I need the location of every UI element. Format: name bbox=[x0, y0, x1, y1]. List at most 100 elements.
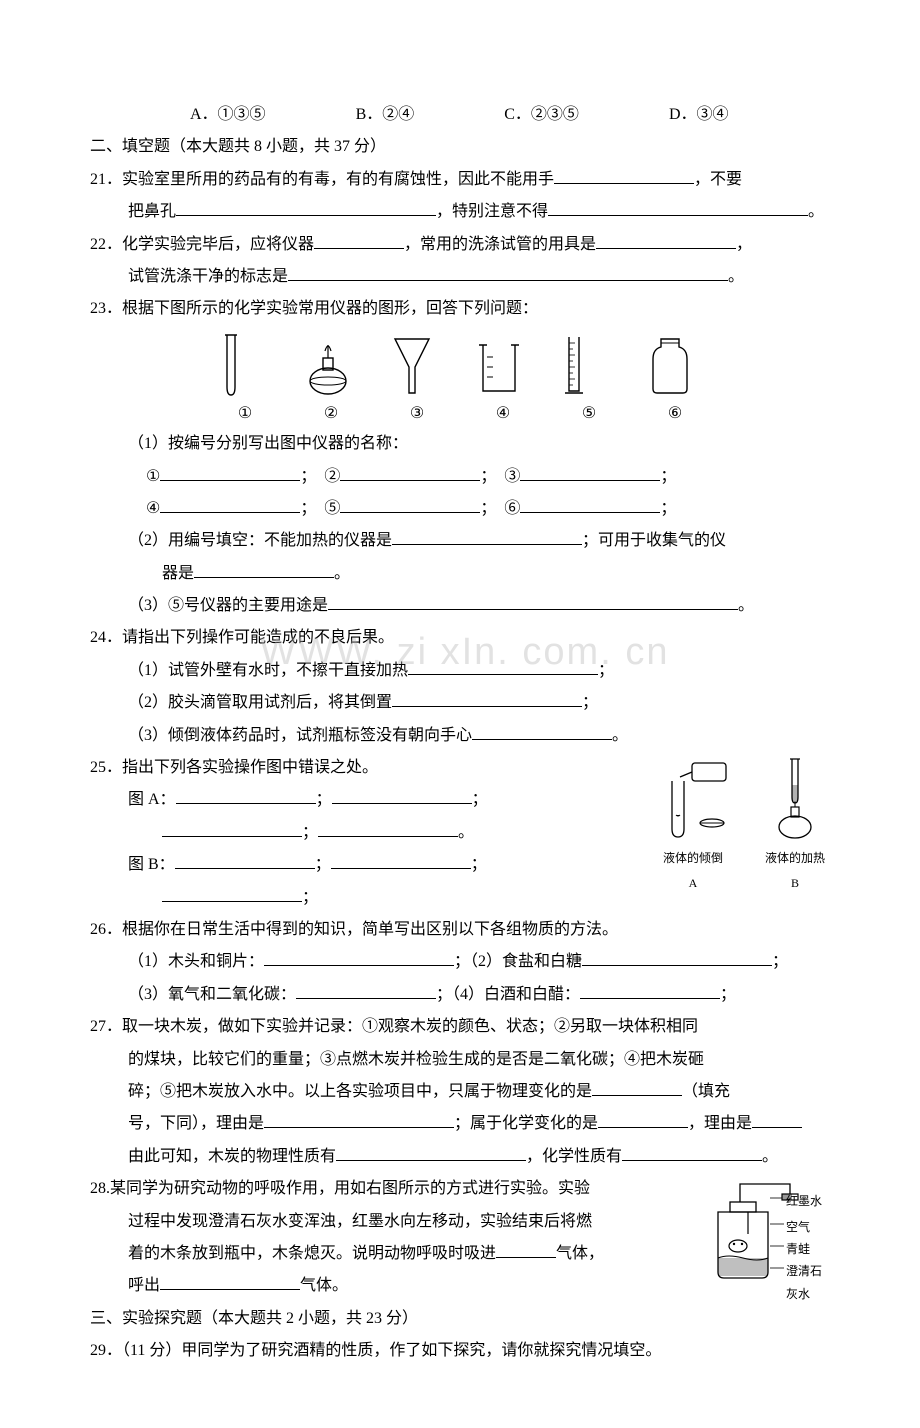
q23-sub2a: （2）用编号填空：不能加热的仪器是；可用于收集气的仪 bbox=[90, 526, 830, 556]
q22-text: ， bbox=[736, 236, 752, 253]
txt: ； bbox=[660, 468, 676, 485]
txt: （1）试管外壁有水时，不擦干直接加热 bbox=[128, 662, 408, 679]
txt: ，化学性质有 bbox=[526, 1148, 622, 1165]
blank bbox=[160, 465, 300, 481]
q20-opt-b: B．②④ bbox=[356, 100, 415, 130]
txt: （2）胶头滴管取用试剂后，将其倒置 bbox=[128, 694, 392, 711]
txt: 图 A： bbox=[128, 791, 176, 808]
q24-s1: （1）试管外壁有水时，不擦干直接加热； bbox=[90, 656, 830, 686]
instrument-3-funnel bbox=[389, 333, 445, 397]
blank bbox=[331, 853, 471, 869]
instrument-6-bottle bbox=[647, 333, 703, 397]
q27-l3: 碎；⑤把木炭放入水中。以上各实验项目中，只属于物理变化的是（填充 bbox=[90, 1077, 830, 1107]
txt: 号，下同），理由是 bbox=[128, 1115, 264, 1132]
q21-text: 把鼻孔 bbox=[128, 203, 176, 220]
blank bbox=[582, 950, 772, 966]
q29-stem: 29．（11 分）甲同学为了研究酒精的性质，作了如下探究，请你就探究情况填空。 bbox=[90, 1336, 830, 1366]
blank bbox=[328, 594, 738, 610]
txt: 。 bbox=[738, 597, 754, 614]
q25-b1: 图 B：；； bbox=[90, 850, 638, 880]
q24-s2: （2）胶头滴管取用试剂后，将其倒置； bbox=[90, 688, 830, 718]
txt: ； bbox=[471, 856, 487, 873]
q22-text: 22．化学实验完毕后，应将仪器 bbox=[90, 236, 314, 253]
figure-heating: 液体的加热 B bbox=[760, 757, 830, 895]
q25-figures: 液体的倾倒 A 液体的加热 B bbox=[652, 753, 830, 895]
q25-a2: ；。 bbox=[90, 818, 638, 848]
q23-sub3: （3）⑤号仪器的主要用途是。 bbox=[90, 591, 830, 621]
q25-stem: 25．指出下列各实验操作图中错误之处。 bbox=[90, 753, 638, 783]
q27-l5: 由此可知，木炭的物理性质有 ，化学性质有 。 bbox=[90, 1142, 830, 1172]
label-air: 空气 bbox=[786, 1216, 810, 1239]
txt: 气体， bbox=[556, 1245, 604, 1262]
instrument-2-alcohol-lamp bbox=[303, 333, 359, 397]
blank bbox=[162, 821, 302, 837]
txt: ；属于化学变化的是 bbox=[454, 1115, 598, 1132]
blank bbox=[340, 497, 480, 513]
blank bbox=[314, 233, 404, 249]
txt: 。 bbox=[334, 565, 350, 582]
blank bbox=[622, 1145, 762, 1161]
label-frog: 青蛙 bbox=[786, 1238, 810, 1261]
section-3-header: 三、实验探究题（本大题共 2 小题，共 23 分） bbox=[90, 1304, 830, 1334]
q20-options: A．①③⑤ B．②④ C．②③⑤ D．③④ bbox=[90, 100, 830, 130]
blank bbox=[264, 1112, 454, 1128]
blank bbox=[592, 1080, 682, 1096]
q23-row2: ④； ⑤； ⑥； bbox=[90, 494, 830, 524]
q22-line2: 试管洗涤干净的标志是。 bbox=[90, 262, 830, 292]
txt: （1）木头和铜片： bbox=[128, 953, 264, 970]
label-5: ⑤ bbox=[561, 399, 617, 429]
txt: （2）用编号填空：不能加热的仪器是 bbox=[128, 532, 392, 549]
q24-s3: （3）倾倒液体药品时，试剂瓶标签没有朝向手心 。 bbox=[90, 721, 830, 751]
q28-figure: 红墨水 空气 青蛙 澄清石灰水 bbox=[700, 1174, 830, 1284]
q23-stem: 23．根据下图所示的化学实验常用仪器的图形，回答下列问题： bbox=[90, 294, 830, 324]
q22-text: ，常用的洗涤试管的用具是 bbox=[404, 236, 596, 253]
q26-stem: 26．根据你在日常生活中得到的知识，简单写出区别以下各组物质的方法。 bbox=[90, 915, 830, 945]
txt: ； ⑥ bbox=[480, 500, 520, 517]
blank bbox=[392, 691, 582, 707]
label-limewater: 澄清石灰水 bbox=[786, 1260, 830, 1306]
q20-opt-c: C．②③⑤ bbox=[504, 100, 579, 130]
section-2-header: 二、填空题（本大题共 8 小题，共 37 分） bbox=[90, 132, 830, 162]
blank bbox=[520, 465, 660, 481]
blank bbox=[580, 983, 720, 999]
blank bbox=[175, 853, 315, 869]
q22-text: 试管洗涤干净的标志是 bbox=[128, 268, 288, 285]
blank bbox=[548, 200, 808, 216]
figure-pouring: 液体的倾倒 A bbox=[652, 757, 734, 895]
label-3: ③ bbox=[389, 399, 445, 429]
blank bbox=[752, 1112, 802, 1128]
q21-text: 21．实验室里所用的药品有的有毒，有的有腐蚀性，因此不能用手 bbox=[90, 171, 554, 188]
blank bbox=[176, 788, 316, 804]
txt: ； ② bbox=[300, 468, 340, 485]
txt: ； ③ bbox=[480, 468, 520, 485]
q27-l2: 的煤块，比较它们的重量；③点燃木炭并检验生成的是否是二氧化碳；④把木炭砸 bbox=[90, 1045, 830, 1075]
label-1: ① bbox=[217, 399, 273, 429]
blank bbox=[194, 562, 334, 578]
txt: ； ⑤ bbox=[300, 500, 340, 517]
label-ink: 红墨水 bbox=[786, 1190, 822, 1213]
txt: 。 bbox=[612, 727, 628, 744]
txt: ； bbox=[720, 986, 736, 1003]
q28-l3: 着的木条放到瓶中，木条熄灭。说明动物呼吸时吸进气体， bbox=[90, 1239, 690, 1269]
txt: ④ bbox=[146, 500, 160, 517]
blank bbox=[520, 497, 660, 513]
txt: 。 bbox=[762, 1148, 778, 1165]
txt: 由此可知，木炭的物理性质有 bbox=[128, 1148, 336, 1165]
label-4: ④ bbox=[475, 399, 531, 429]
blank bbox=[318, 821, 458, 837]
label-6: ⑥ bbox=[647, 399, 703, 429]
q28-l4: 呼出气体。 bbox=[90, 1271, 690, 1301]
caption-b1: 液体的加热 bbox=[760, 847, 830, 870]
blank bbox=[296, 983, 436, 999]
txt: （3）倾倒液体药品时，试剂瓶标签没有朝向手心 bbox=[128, 727, 472, 744]
q20-opt-a: A．①③⑤ bbox=[190, 100, 266, 130]
q21-text: ，特别注意不得 bbox=[436, 203, 548, 220]
blank bbox=[554, 168, 694, 184]
q26-r1: （1）木头和铜片：；（2）食盐和白糖； bbox=[90, 947, 830, 977]
blank bbox=[264, 950, 454, 966]
q23-row1: ①； ②； ③； bbox=[90, 462, 830, 492]
txt: 呼出 bbox=[128, 1277, 160, 1294]
txt: （3）氧气和二氧化碳： bbox=[128, 986, 296, 1003]
caption-a2: A bbox=[652, 872, 734, 895]
instrument-4-beaker bbox=[475, 333, 531, 397]
